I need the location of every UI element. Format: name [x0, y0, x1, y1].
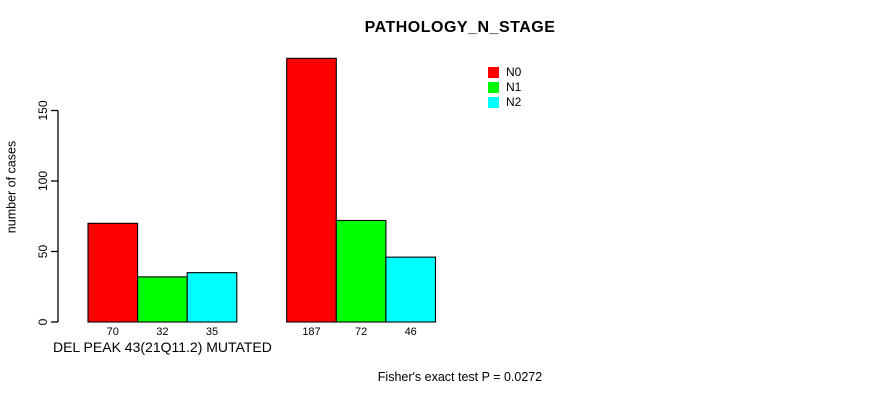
- bar-value-label: 35: [206, 326, 218, 338]
- legend-label-n1: N1: [506, 80, 522, 94]
- y-axis-tick-label: 150: [36, 100, 50, 120]
- legend: N0 N1 N2: [488, 65, 521, 110]
- chart-title: PATHOLOGY_N_STAGE: [364, 19, 556, 36]
- y-axis-tick-label: 0: [36, 318, 50, 325]
- legend-swatch-n1: [488, 82, 499, 93]
- legend-label-n2: N2: [506, 95, 522, 109]
- y-axis-tick-label: 50: [36, 245, 50, 259]
- bar-value-label: 72: [355, 326, 367, 338]
- fisher-test-annotation: Fisher's exact test P = 0.0272: [377, 370, 543, 384]
- bar-n1-group1: [137, 276, 188, 323]
- legend-item-n1: N1: [488, 80, 521, 95]
- legend-swatch-n0: [488, 67, 499, 78]
- bar-value-label: 70: [107, 326, 119, 338]
- group-category-label: DEL PEAK 43(21Q11.2) MUTATED: [53, 339, 272, 355]
- legend-item-n2: N2: [488, 95, 521, 110]
- legend-swatch-n2: [488, 97, 499, 108]
- legend-item-n0: N0: [488, 65, 521, 80]
- bar-n0-group2: [286, 57, 337, 323]
- bar-n2-group2: [385, 256, 437, 323]
- bar-value-label: 32: [156, 326, 168, 338]
- bar-n1-group2: [335, 219, 387, 323]
- bar-n0-group1: [87, 222, 139, 323]
- bar-value-label: 46: [405, 326, 417, 338]
- y-axis-tick-label: 100: [36, 171, 50, 191]
- bar-value-label: 187: [302, 326, 320, 338]
- bar-n2-group1: [186, 272, 238, 323]
- legend-label-n0: N0: [506, 65, 522, 79]
- y-axis-label: number of cases: [4, 141, 18, 233]
